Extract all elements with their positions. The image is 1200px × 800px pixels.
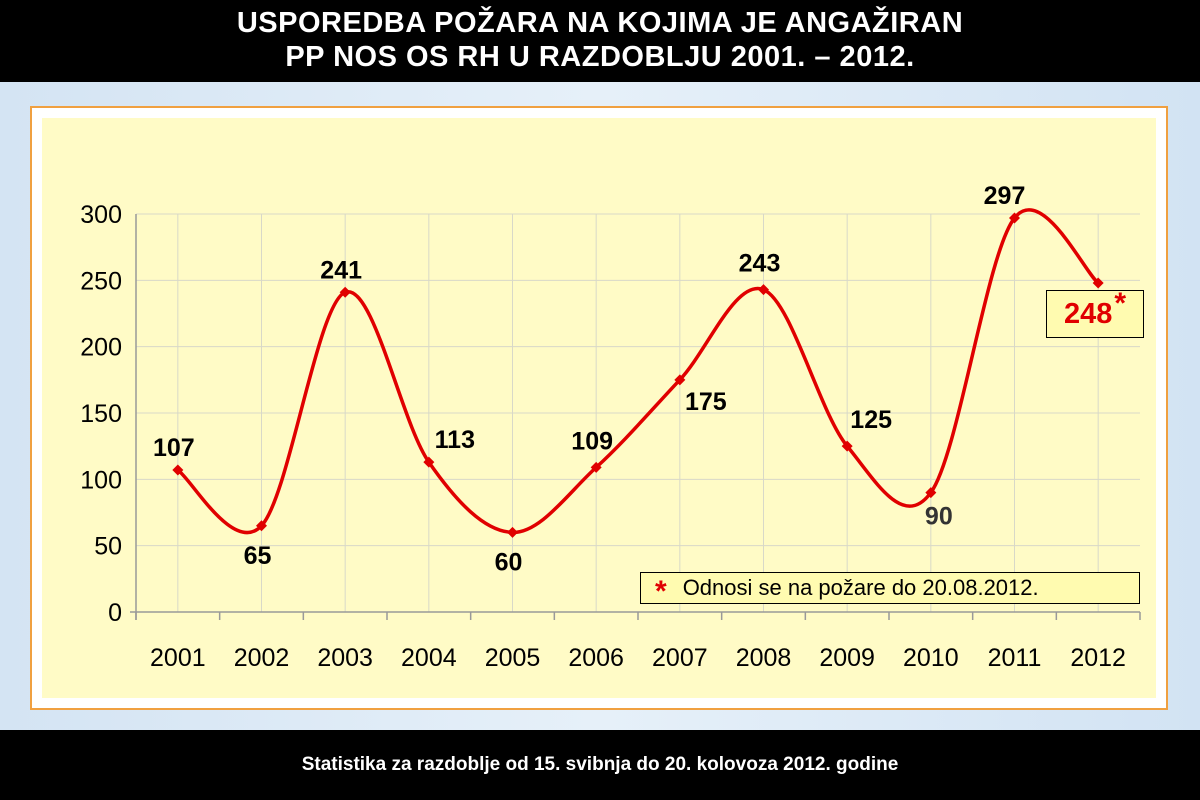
- y-tick-label: 250: [80, 267, 122, 295]
- x-tick-label: 2008: [736, 644, 792, 672]
- x-tick-label: 2009: [819, 644, 875, 672]
- x-tick-label: 2011: [988, 644, 1042, 672]
- x-tick-label: 2002: [234, 644, 290, 672]
- x-tick-label: 2007: [652, 644, 708, 672]
- footnote-box: * Odnosi se na požare do 20.08.2012.: [640, 572, 1140, 608]
- data-label-2004: 113: [435, 426, 475, 454]
- data-label-2001: 107: [153, 434, 195, 462]
- x-tick-label: 2004: [401, 644, 457, 672]
- footnote-asterisk: *: [655, 575, 667, 608]
- data-label-2011: 297: [984, 182, 1026, 210]
- data-point-2011: [1009, 212, 1020, 224]
- data-label-2003: 241: [320, 256, 362, 284]
- data-point-2003: [339, 286, 351, 298]
- title-line-1: USPOREDBA POŽARA NA KOJIMA JE ANGAŽIRAN: [236, 7, 964, 39]
- footer-band: Statistika za razdoblje od 15. svibnja d…: [0, 730, 1200, 800]
- x-tick-label: 2010: [903, 644, 959, 672]
- data-point-2002: [256, 520, 267, 532]
- data-point-2005: [507, 526, 518, 538]
- data-point-2007: [674, 374, 686, 386]
- y-tick-label: 0: [108, 599, 122, 627]
- y-tick-label: 200: [80, 334, 122, 362]
- x-tick-label: 2005: [485, 644, 541, 672]
- data-label-2010: 90: [925, 503, 953, 531]
- x-tick-label: 2006: [568, 644, 624, 672]
- highlight-value-box: 248 *: [1046, 287, 1144, 338]
- data-point-2009: [841, 440, 853, 452]
- footer-text: Statistika za razdoblje od 15. svibnja d…: [301, 754, 899, 775]
- highlight-value: 248: [1063, 297, 1113, 330]
- x-tick-label: 2012: [1070, 644, 1126, 672]
- data-point-2008: [758, 284, 769, 296]
- data-label-2009: 125: [850, 406, 892, 434]
- y-tick-label: 50: [94, 533, 122, 561]
- highlight-asterisk: *: [1114, 287, 1127, 320]
- footnote-text: Odnosi se na požare do 20.08.2012.: [682, 575, 1039, 600]
- data-point-2004: [423, 456, 435, 468]
- data-label-2006: 109: [571, 427, 613, 455]
- x-tick-label: 2003: [317, 644, 373, 672]
- data-label-2005: 60: [495, 548, 523, 576]
- series-line: [176, 208, 1100, 535]
- title-band: USPOREDBA POŽARA NA KOJIMA JE ANGAŽIRAN …: [0, 0, 1200, 82]
- x-tick-label: 2001: [150, 644, 206, 672]
- data-point-2001: [172, 464, 184, 476]
- data-label-2007: 175: [685, 388, 727, 416]
- data-label-2008: 243: [739, 250, 781, 278]
- title-line-2: PP NOS OS RH U RAZDOBLJU 2001. – 2012.: [285, 41, 915, 73]
- data-point-2006: [590, 461, 602, 473]
- data-point-2010: [925, 487, 937, 499]
- y-tick-label: 150: [80, 400, 122, 428]
- data-label-2002: 65: [244, 542, 272, 570]
- y-tick-label: 100: [80, 466, 122, 494]
- y-tick-label: 300: [80, 201, 122, 229]
- data-point-2012: [1092, 277, 1104, 289]
